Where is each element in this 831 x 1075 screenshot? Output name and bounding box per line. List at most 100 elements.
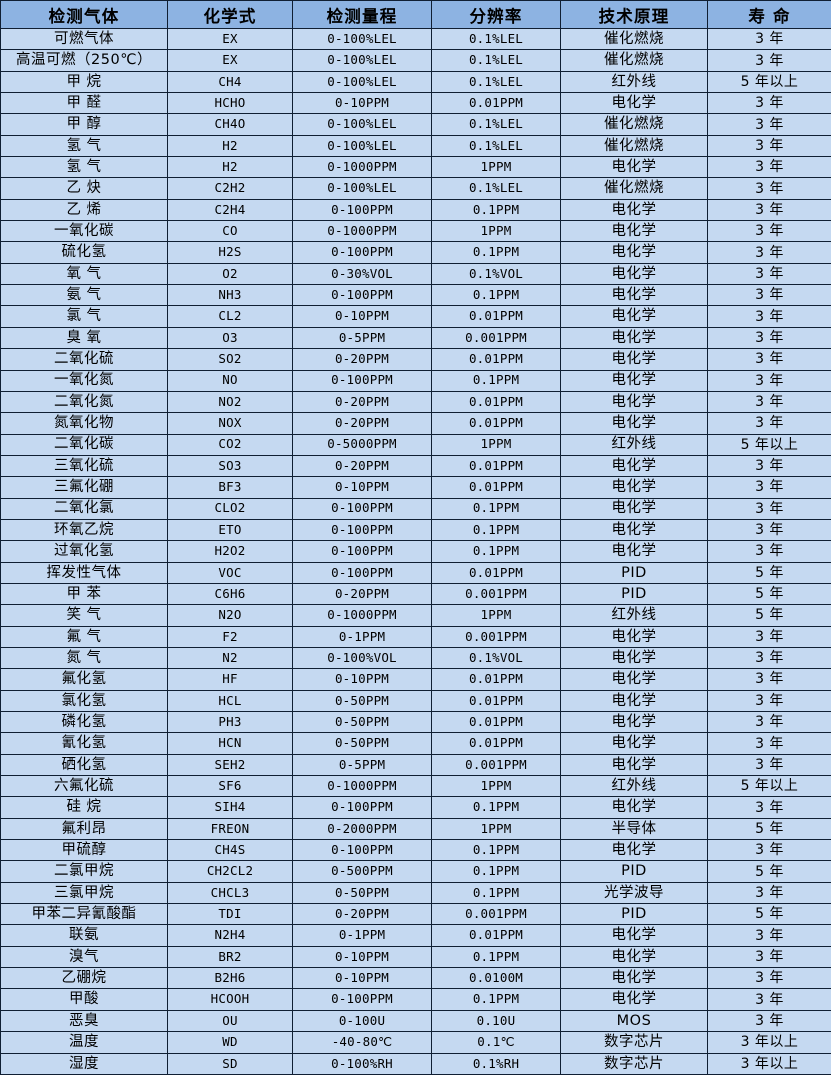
cell-gas-name: 二氧化氮: [0, 390, 168, 414]
cell-chemical-formula: HCL: [167, 689, 293, 713]
column-header-lifespan: 寿 命: [707, 0, 831, 29]
cell-detection-range: 0-50PPM: [292, 881, 432, 905]
cell-lifespan: 3 年: [707, 284, 831, 307]
table-row: 硅 烷 SIH4 0-100PPM 0.1PPM 电化学 3 年: [0, 796, 831, 819]
table-row: 氢 气 H2 0-1000PPM 1PPM 电化学 3 年: [0, 156, 831, 179]
cell-technology: 电化学: [560, 305, 708, 328]
cell-chemical-formula: NO: [167, 369, 293, 392]
table-row: 环氧乙烷 ETO 0-100PPM 0.1PPM 电化学 3 年: [0, 518, 831, 542]
cell-chemical-formula: SIH4: [167, 796, 293, 819]
column-header-gas-name: 检测气体: [0, 0, 168, 29]
cell-chemical-formula: PH3: [167, 710, 293, 734]
cell-detection-range: 0-100%LEL: [292, 134, 432, 158]
cell-lifespan: 3 年: [707, 732, 831, 755]
cell-chemical-formula: NO2: [167, 390, 293, 414]
cell-detection-range: 0-1000PPM: [292, 156, 432, 179]
cell-resolution: 0.01PPM: [431, 348, 561, 371]
cell-resolution: 0.01PPM: [431, 732, 561, 755]
cell-detection-range: 0-5PPM: [292, 326, 432, 350]
cell-lifespan: 5 年以上: [707, 70, 831, 94]
cell-gas-name: 硫化氢: [0, 241, 168, 264]
cell-resolution: 0.1PPM: [431, 369, 561, 392]
cell-detection-range: 0-1000PPM: [292, 775, 432, 798]
cell-detection-range: 0-1PPM: [292, 924, 432, 947]
cell-resolution: 0.1PPM: [431, 284, 561, 307]
cell-technology: 催化燃烧: [560, 27, 708, 51]
cell-technology: 红外线: [560, 433, 708, 456]
cell-resolution: 0.1PPM: [431, 839, 561, 862]
table-row: 硫化氢 H2S 0-100PPM 0.1PPM 电化学 3 年: [0, 241, 831, 264]
cell-resolution: 0.01PPM: [431, 689, 561, 713]
cell-detection-range: 0-20PPM: [292, 903, 432, 926]
cell-resolution: 0.01PPM: [431, 710, 561, 734]
cell-technology: PID: [560, 903, 708, 926]
cell-lifespan: 3 年: [707, 27, 831, 51]
cell-chemical-formula: CH4O: [167, 113, 293, 136]
table-row: 恶臭 OU 0-100U 0.10U MOS 3 年: [0, 1009, 831, 1033]
cell-technology: 电化学: [560, 924, 708, 947]
cell-technology: 催化燃烧: [560, 113, 708, 136]
cell-lifespan: 3 年: [707, 412, 831, 435]
cell-technology: 红外线: [560, 70, 708, 94]
cell-lifespan: 3 年: [707, 646, 831, 670]
cell-chemical-formula: HCN: [167, 732, 293, 755]
cell-lifespan: 3 年: [707, 369, 831, 392]
cell-chemical-formula: BF3: [167, 476, 293, 499]
cell-lifespan: 3 年: [707, 113, 831, 136]
cell-technology: PID: [560, 561, 708, 584]
cell-detection-range: 0-100PPM: [292, 198, 432, 222]
cell-lifespan: 3 年: [707, 625, 831, 648]
cell-resolution: 1PPM: [431, 220, 561, 243]
cell-resolution: 0.1PPM: [431, 860, 561, 883]
table-row: 氟 气 F2 0-1PPM 0.001PPM 电化学 3 年: [0, 625, 831, 648]
cell-technology: 电化学: [560, 476, 708, 499]
cell-detection-range: 0-100PPM: [292, 796, 432, 819]
cell-gas-name: 挥发性气体: [0, 561, 168, 584]
cell-gas-name: 甲苯二异氰酸酯: [0, 903, 168, 926]
column-header-resolution: 分辨率: [431, 0, 561, 29]
cell-resolution: 1PPM: [431, 775, 561, 798]
cell-gas-name: 甲 苯: [0, 582, 168, 606]
cell-gas-name: 氮氧化物: [0, 412, 168, 435]
cell-technology: 催化燃烧: [560, 134, 708, 158]
cell-detection-range: 0-100PPM: [292, 988, 432, 1011]
cell-detection-range: 0-100PPM: [292, 561, 432, 584]
table-row: 高温可燃（250℃） EX 0-100%LEL 0.1%LEL 催化燃烧 3 年: [0, 49, 831, 72]
table-row: 氮 气 N2 0-100%VOL 0.1%VOL 电化学 3 年: [0, 646, 831, 670]
cell-technology: 电化学: [560, 156, 708, 179]
table-row: 臭 氧 O3 0-5PPM 0.001PPM 电化学 3 年: [0, 326, 831, 350]
cell-technology: 催化燃烧: [560, 177, 708, 200]
cell-resolution: 0.01PPM: [431, 476, 561, 499]
cell-chemical-formula: N2O: [167, 604, 293, 627]
cell-chemical-formula: SF6: [167, 775, 293, 798]
cell-resolution: 0.1PPM: [431, 796, 561, 819]
cell-detection-range: 0-10PPM: [292, 92, 432, 115]
table-row: 乙 烯 C2H4 0-100PPM 0.1PPM 电化学 3 年: [0, 198, 831, 222]
table-header-row: 检测气体 化学式 检测量程 分辨率 技术原理 寿 命: [0, 0, 831, 29]
cell-gas-name: 氯化氢: [0, 689, 168, 713]
cell-lifespan: 3 年: [707, 540, 831, 563]
column-header-technology: 技术原理: [560, 0, 708, 29]
cell-chemical-formula: C2H2: [167, 177, 293, 200]
cell-gas-name: 二氧化碳: [0, 433, 168, 456]
cell-technology: 电化学: [560, 412, 708, 435]
cell-resolution: 0.1℃: [431, 1031, 561, 1054]
cell-detection-range: 0-100PPM: [292, 497, 432, 520]
cell-gas-name: 甲 醛: [0, 92, 168, 115]
cell-gas-name: 氧 气: [0, 262, 168, 286]
table-row: 挥发性气体 VOC 0-100PPM 0.01PPM PID 5 年: [0, 561, 831, 584]
table-row: 三氧化硫 SO3 0-20PPM 0.01PPM 电化学 3 年: [0, 454, 831, 478]
table-row: 氮氧化物 NOX 0-20PPM 0.01PPM 电化学 3 年: [0, 412, 831, 435]
cell-detection-range: 0-100%LEL: [292, 49, 432, 72]
table-row: 可燃气体 EX 0-100%LEL 0.1%LEL 催化燃烧 3 年: [0, 27, 831, 51]
cell-lifespan: 3 年: [707, 988, 831, 1011]
cell-detection-range: 0-100%VOL: [292, 646, 432, 670]
cell-detection-range: 0-2000PPM: [292, 817, 432, 841]
cell-lifespan: 3 年: [707, 177, 831, 200]
table-row: 氯 气 CL2 0-10PPM 0.01PPM 电化学 3 年: [0, 305, 831, 328]
cell-resolution: 0.01PPM: [431, 412, 561, 435]
cell-gas-name: 一氧化碳: [0, 220, 168, 243]
cell-lifespan: 3 年: [707, 326, 831, 350]
cell-resolution: 0.01PPM: [431, 454, 561, 478]
cell-gas-name: 甲 醇: [0, 113, 168, 136]
